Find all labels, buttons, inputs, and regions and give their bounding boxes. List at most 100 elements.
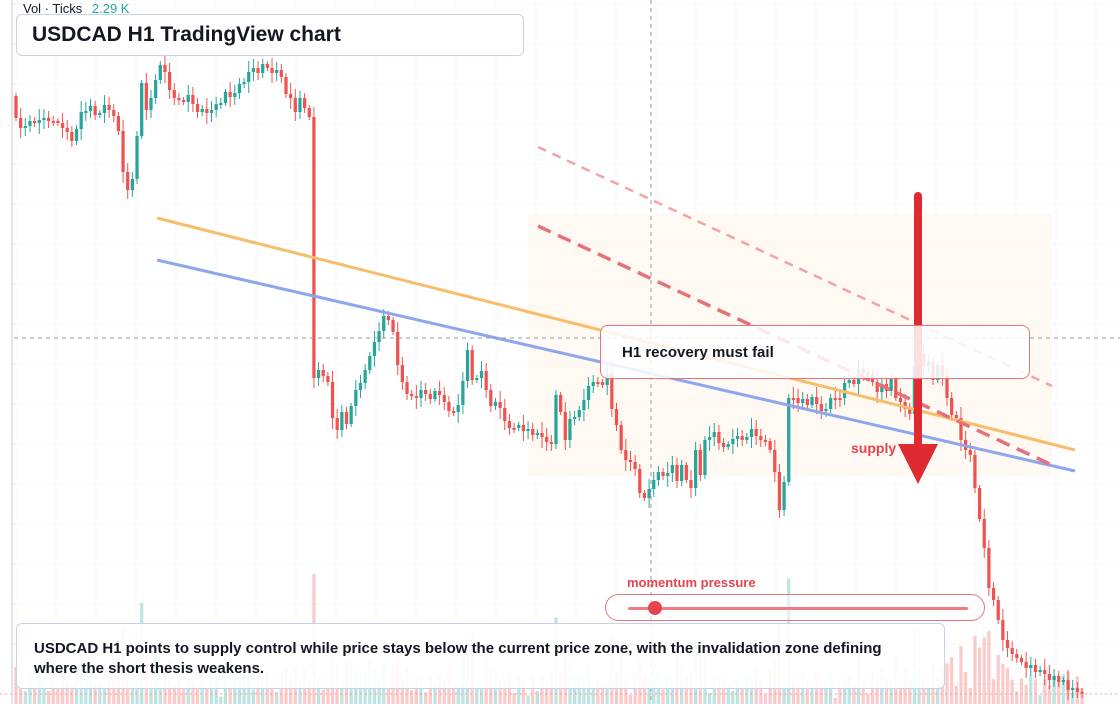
candle-body — [684, 465, 688, 480]
candle-body — [638, 469, 642, 493]
candle-body — [759, 436, 763, 440]
volume-bar — [321, 689, 325, 704]
candle-body — [256, 68, 260, 73]
candle-body — [903, 402, 907, 409]
volume-bar — [656, 674, 661, 704]
volume-bar — [605, 681, 609, 704]
candle-body — [572, 417, 577, 419]
volume-bar — [14, 667, 18, 704]
volume-bar — [540, 675, 544, 704]
candle-body — [330, 382, 335, 418]
candle-body — [135, 136, 139, 179]
volume-bar — [731, 691, 735, 704]
momentum-knob[interactable] — [648, 601, 663, 615]
volume-bar — [88, 681, 93, 704]
candle-body — [535, 433, 539, 435]
dashed-channel-lower[interactable] — [537, 224, 1053, 467]
candle-body — [181, 100, 186, 102]
candle-body — [479, 371, 484, 378]
candle-body — [51, 121, 55, 123]
candle-body — [908, 409, 912, 414]
volume-bar — [32, 687, 37, 704]
candle-body — [745, 437, 749, 440]
candle-body — [582, 400, 586, 410]
candle-body — [112, 110, 116, 116]
candle-body — [19, 118, 23, 128]
volume-bar — [642, 674, 647, 704]
volume-bar — [424, 692, 428, 704]
candle-body — [973, 455, 977, 488]
candle-body — [400, 365, 404, 382]
candle-body — [586, 386, 591, 400]
candle-body — [819, 404, 823, 411]
candle-body — [815, 397, 819, 404]
volume-bar — [326, 676, 330, 704]
candle-body — [1052, 676, 1056, 680]
volume-bar — [316, 677, 321, 704]
candle-body — [647, 489, 651, 498]
volume-bar — [824, 677, 828, 704]
candle-body — [1015, 654, 1019, 658]
candle-body — [824, 409, 828, 411]
down-arrow[interactable] — [898, 192, 938, 484]
candle-body — [796, 398, 800, 403]
candle-body — [344, 412, 349, 424]
volume-bar — [433, 682, 437, 704]
volume-bar — [987, 631, 991, 704]
candle-body — [531, 429, 535, 435]
volume-bar — [796, 685, 800, 704]
candle-body — [1043, 670, 1047, 674]
candle-body — [493, 402, 498, 406]
candle-body — [382, 316, 386, 331]
volume-bar — [386, 686, 391, 704]
volume-bar — [1071, 692, 1075, 704]
candle-body — [372, 342, 377, 356]
candle-body — [568, 419, 572, 440]
candle-body — [261, 64, 265, 73]
candle-body — [605, 374, 609, 385]
candle-body — [475, 378, 479, 380]
volume-bar — [898, 686, 903, 704]
candle-body — [624, 450, 628, 460]
volume-bar — [959, 646, 963, 704]
volume-bar — [950, 657, 954, 704]
candle-body — [563, 412, 567, 440]
candle-body — [451, 411, 456, 413]
volume-bar — [479, 686, 484, 704]
candle-body — [703, 440, 707, 475]
volume-bar — [1010, 679, 1014, 704]
volume-bar — [237, 677, 242, 704]
candle-body — [386, 316, 391, 320]
candle-body — [270, 68, 274, 73]
candle-body — [37, 120, 41, 123]
volume-bar — [242, 674, 246, 704]
candle-body — [982, 519, 986, 548]
supply-label: supply — [851, 440, 897, 456]
candle-body — [242, 82, 246, 84]
candle-body — [740, 436, 744, 440]
candle-body — [447, 402, 451, 411]
volume-bar — [503, 678, 507, 704]
candle-body — [158, 65, 162, 80]
candle-body — [279, 70, 283, 77]
momentum-slider[interactable] — [605, 594, 985, 621]
candle-body — [526, 429, 530, 431]
volume-bar — [1019, 678, 1024, 704]
candle-body — [656, 472, 661, 480]
warning-callout[interactable]: H1 recovery must fail — [600, 325, 1030, 379]
candle-body — [312, 117, 316, 378]
candle-body — [652, 480, 656, 489]
candle-body — [898, 398, 903, 402]
candle-body — [307, 108, 311, 117]
candle-body — [186, 95, 190, 102]
volume-bar — [200, 679, 204, 704]
candle-body — [396, 332, 400, 365]
candle-body — [749, 429, 754, 437]
volume-bar — [28, 674, 32, 704]
volume-bar — [945, 663, 949, 704]
candle-body — [410, 394, 414, 396]
candle-body — [1038, 670, 1042, 672]
volume-bar — [577, 677, 581, 704]
candle-body — [233, 93, 237, 97]
volume-bar — [23, 691, 27, 704]
